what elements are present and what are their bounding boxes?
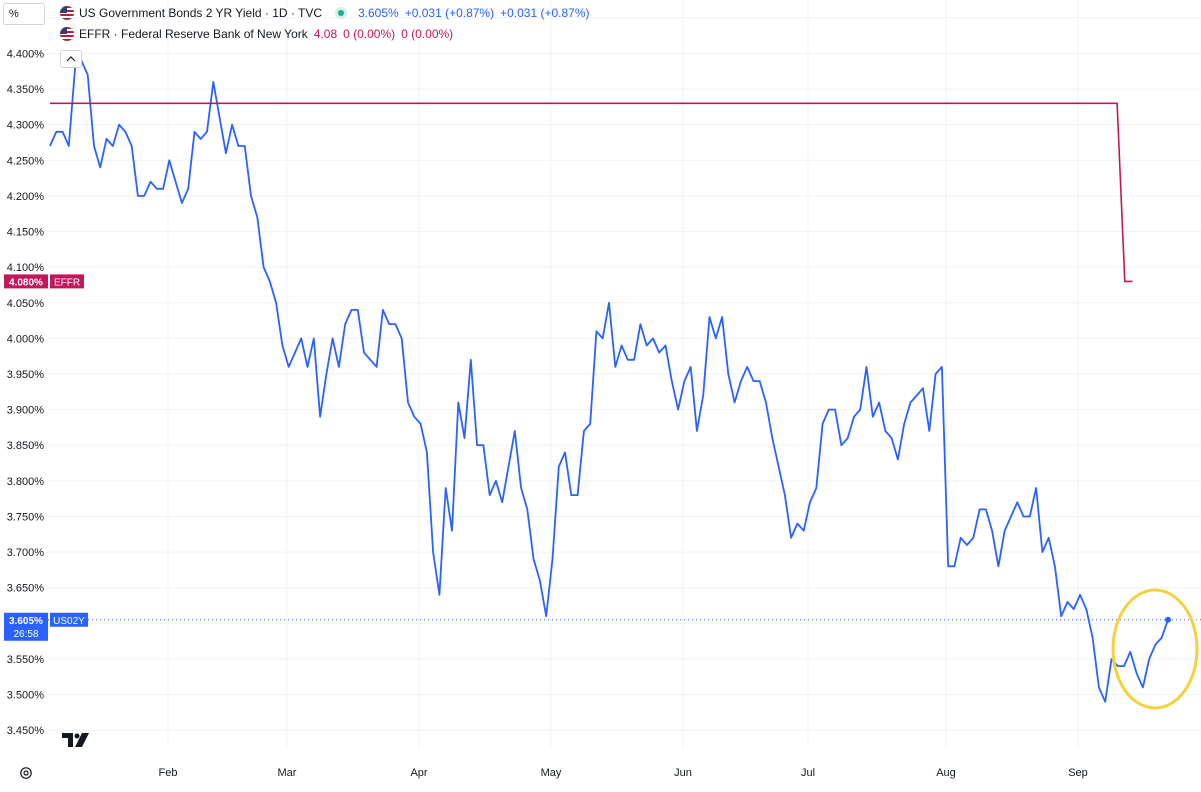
us02y-series-line xyxy=(49,59,1169,703)
us02y-price-badge xyxy=(4,612,48,641)
effr-ticker-badge-text: EFFR xyxy=(54,277,80,288)
legend-main-value: 3.605% xyxy=(358,6,399,20)
effr-price-badge-text: 4.080% xyxy=(9,277,43,288)
y-tick-label: 4.000% xyxy=(7,333,45,345)
y-tick-label: 3.500% xyxy=(7,690,45,702)
y-tick-label: 3.950% xyxy=(7,369,45,381)
x-tick-label: Jul xyxy=(801,767,815,779)
y-tick-label: 4.350% xyxy=(7,84,45,96)
us02y-ticker-badge-text: US02Y xyxy=(53,616,85,627)
us02y-price-badge-text: 3.605% xyxy=(9,616,43,627)
legend-effr-value: 4.08 xyxy=(313,27,338,41)
annotations xyxy=(1111,588,1199,710)
us-flag-icon xyxy=(60,27,74,41)
last-price-point xyxy=(1165,616,1171,623)
y-tick-label: 4.250% xyxy=(7,155,45,167)
percent-scale-label: % xyxy=(9,8,19,20)
y-tick-label: 3.850% xyxy=(7,440,45,452)
y-tick-label: 3.700% xyxy=(7,547,45,559)
x-tick-label: Sep xyxy=(1068,767,1088,779)
highlight-circle xyxy=(1111,588,1199,710)
y-tick-label: 3.650% xyxy=(7,583,45,595)
y-tick-label: 3.750% xyxy=(7,511,45,523)
legend-main[interactable]: US Government Bonds 2 YR Yield · 1D · TV… xyxy=(60,4,596,22)
x-tick-label: Jun xyxy=(674,767,692,779)
effr-price-badge xyxy=(4,274,48,289)
y-tick-label: 4.050% xyxy=(7,298,45,310)
legend-effr-change-pct: 0 (0.00%) xyxy=(401,27,454,41)
x-tick-label: Mar xyxy=(278,767,297,779)
effr-series-line xyxy=(50,102,1133,283)
y-tick-label: 4.400% xyxy=(7,48,45,60)
legend-main-change: +0.031 (+0.87%) xyxy=(404,6,495,20)
x-tick-label: Feb xyxy=(159,767,178,779)
y-tick-label: 4.100% xyxy=(7,262,45,274)
series-group xyxy=(48,59,1201,703)
tradingview-logo[interactable] xyxy=(62,733,90,749)
effr-ticker-badge xyxy=(50,274,84,289)
price-badges: 4.080% EFFR 3.605% 26:58 US02Y xyxy=(4,274,88,641)
x-tick-label: May xyxy=(541,767,562,779)
live-status-icon xyxy=(335,7,347,19)
y-tick-label: 3.900% xyxy=(7,405,45,417)
us02y-countdown-text: 26:58 xyxy=(13,629,38,640)
legend-effr-change: 0 (0.00%) xyxy=(343,27,396,41)
y-tick-label: 4.200% xyxy=(7,191,45,203)
x-tick-label: Aug xyxy=(936,767,956,779)
legend-main-title: US Government Bonds 2 YR Yield · 1D · TV… xyxy=(79,6,322,20)
percent-scale-button[interactable]: % xyxy=(3,3,45,25)
y-tick-label: 3.450% xyxy=(7,725,45,737)
y-tick-label: 3.550% xyxy=(7,654,45,666)
legend-collapse-button[interactable] xyxy=(60,50,82,68)
y-tick-label: 4.300% xyxy=(7,120,45,132)
legend-effr-title: EFFR · Federal Reserve Bank of New York xyxy=(79,27,308,41)
gear-icon[interactable] xyxy=(19,766,33,780)
x-tick-label: Apr xyxy=(410,767,427,779)
y-tick-label: 4.150% xyxy=(7,227,45,239)
us02y-ticker-badge xyxy=(50,612,88,627)
legend-effr[interactable]: EFFR · Federal Reserve Bank of New York … xyxy=(60,25,459,43)
chevron-up-icon xyxy=(66,56,76,62)
y-axis: 3.450%3.500%3.550%3.600%3.650%3.700%3.75… xyxy=(7,13,45,737)
y-tick-label: 3.800% xyxy=(7,476,45,488)
us-flag-icon xyxy=(60,6,74,20)
grid xyxy=(48,0,1201,748)
x-axis: Feb Mar Apr May Jun Jul Aug Sep xyxy=(159,767,1088,779)
legend-main-change-pct: +0.031 (+0.87%) xyxy=(500,6,590,20)
